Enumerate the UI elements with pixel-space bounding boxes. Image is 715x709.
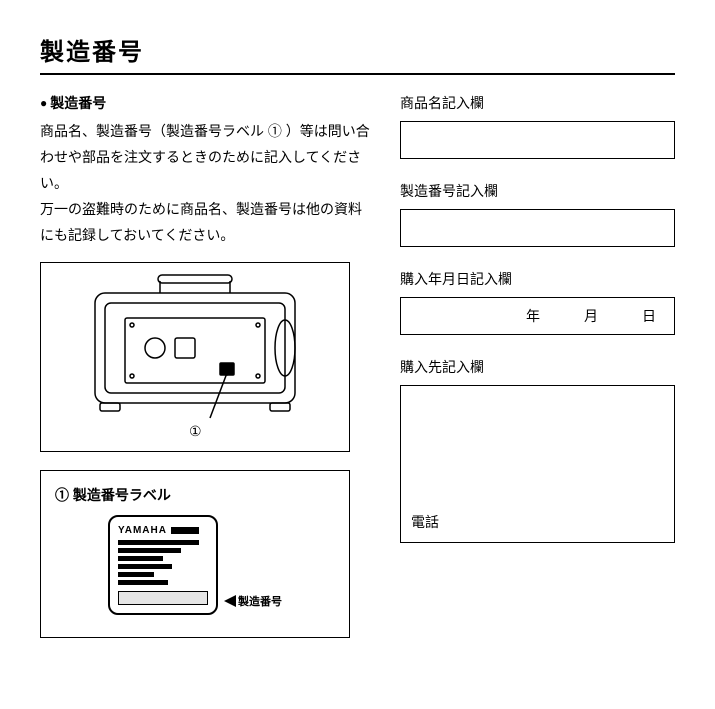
- paragraph-1: 商品名、製造番号（製造番号ラベル ① ）等は問い合わせや部品を注文するときのため…: [40, 119, 370, 197]
- product-name-label: 商品名記入欄: [400, 93, 675, 113]
- purchase-date-label: 購入年月日記入欄: [400, 269, 675, 289]
- serial-arrow-text: 製造番号: [238, 593, 282, 609]
- serial-plate-icon: YAMAHA: [108, 515, 218, 615]
- subheading: ●製造番号: [40, 93, 370, 113]
- plate-wrap: YAMAHA 製造番号: [55, 515, 335, 615]
- serial-arrow-label: 製造番号: [224, 593, 282, 609]
- page-title: 製造番号: [40, 32, 675, 67]
- serial-label-box-title: ① 製造番号ラベル: [55, 485, 335, 505]
- paragraph-2: 万一の盗難時のために商品名、製造番号は他の資料にも記録しておいてください。: [40, 197, 370, 249]
- purchase-date-input[interactable]: 年 月 日: [400, 297, 675, 335]
- serial-label-box: ① 製造番号ラベル YAMAHA: [40, 470, 350, 638]
- page: 製造番号 ●製造番号 商品名、製造番号（製造番号ラベル ① ）等は問い合わせや部…: [0, 0, 715, 709]
- plate-brand-bar: [171, 527, 199, 534]
- dealer-label: 購入先記入欄: [400, 357, 675, 377]
- right-column: 商品名記入欄 製造番号記入欄 購入年月日記入欄 年 月 日 購入先記入欄 電話: [400, 93, 675, 638]
- callout-number: ①: [189, 423, 202, 440]
- dealer-input[interactable]: 電話: [400, 385, 675, 543]
- date-year-unit: 年: [526, 306, 540, 326]
- phone-label: 電話: [411, 512, 439, 532]
- subheading-text: 製造番号: [50, 95, 106, 111]
- serial-field-label: 製造番号記入欄: [400, 181, 675, 201]
- left-column: ●製造番号 商品名、製造番号（製造番号ラベル ① ）等は問い合わせや部品を注文す…: [40, 93, 370, 638]
- plate-serial-field: [118, 591, 208, 605]
- plate-redacted-lines: [118, 540, 208, 585]
- columns: ●製造番号 商品名、製造番号（製造番号ラベル ① ）等は問い合わせや部品を注文す…: [40, 93, 675, 638]
- date-day-unit: 日: [642, 306, 656, 326]
- serial-input[interactable]: [400, 209, 675, 247]
- bullet-icon: ●: [40, 96, 47, 110]
- plate-brand: YAMAHA: [118, 525, 208, 536]
- generator-icon: [70, 273, 320, 423]
- product-name-input[interactable]: [400, 121, 675, 159]
- date-month-unit: 月: [584, 306, 598, 326]
- plate-brand-text: YAMAHA: [118, 525, 167, 536]
- arrow-left-icon: [224, 595, 236, 607]
- generator-diagram-box: ①: [40, 262, 350, 452]
- title-rule: [40, 73, 675, 75]
